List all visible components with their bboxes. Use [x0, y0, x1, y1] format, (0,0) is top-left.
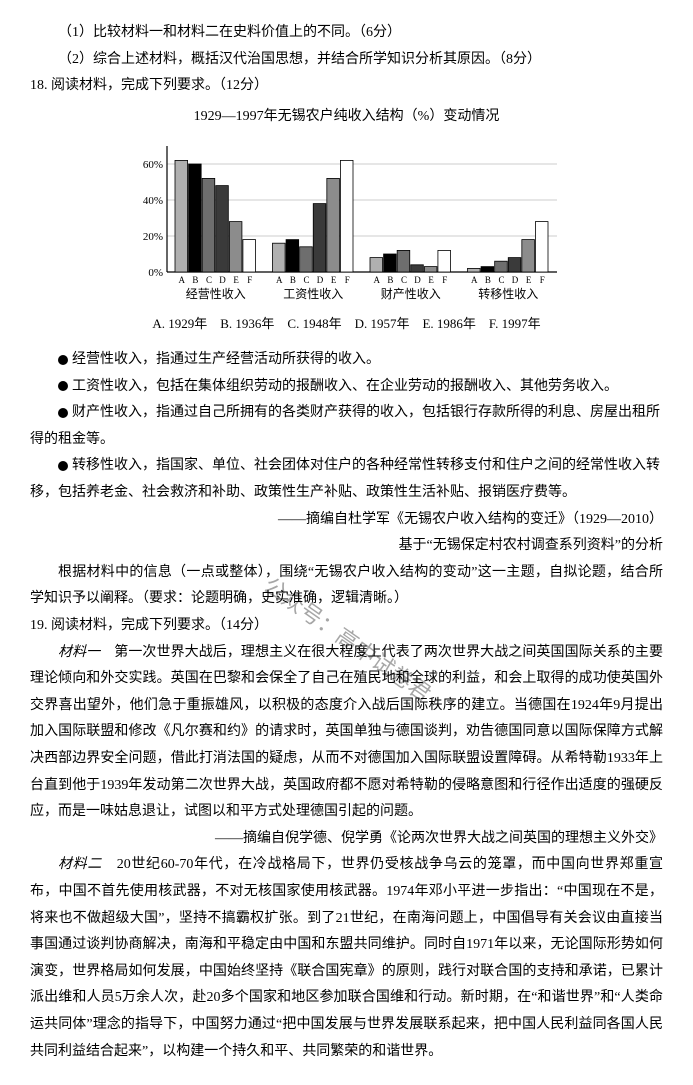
bullet-icon [58, 408, 68, 418]
svg-text:E: E [330, 275, 336, 285]
svg-text:F: F [539, 275, 544, 285]
svg-text:E: E [428, 275, 434, 285]
bullet-icon [58, 355, 68, 365]
svg-text:60%: 60% [142, 159, 162, 171]
question-19-head: 19. 阅读材料，完成下列要求。（14分） [30, 613, 663, 640]
svg-text:F: F [344, 275, 349, 285]
svg-text:财产性收入: 财产性收入 [380, 287, 440, 301]
svg-text:F: F [442, 275, 447, 285]
material-2-label: 材料二 [58, 857, 102, 872]
svg-text:C: C [498, 275, 504, 285]
svg-text:F: F [247, 275, 252, 285]
source-1a: ——摘编自杜学军《无锡农户收入结构的变迁》（1929—2010） [30, 507, 663, 534]
bullet-icon [58, 461, 68, 471]
question-17-2: （2）综合上述材料，概括汉代治国思想，并结合所学知识分析其原因。（8分） [30, 47, 663, 74]
material-2: 材料二 20世纪60-70年代，在冷战格局下，世界仍受核战争乌云的笼罩，而中国向… [30, 852, 663, 1065]
svg-text:D: D [219, 275, 226, 285]
note-4: 转移性收入，指国家、单位、社会团体对住户的各种经常性转移支付和住户之间的经常性收… [30, 453, 663, 506]
note-3: 财产性收入，指通过自己所拥有的各类财产获得的收入，包括银行存款所得的利息、房屋出… [30, 400, 663, 453]
svg-text:转移性收入: 转移性收入 [478, 286, 538, 301]
material-1-label: 材料一 [58, 645, 100, 660]
svg-text:B: B [484, 275, 490, 285]
svg-text:D: D [511, 275, 518, 285]
svg-text:工资性收入: 工资性收入 [283, 287, 343, 301]
svg-text:经营性收入: 经营性收入 [185, 287, 245, 301]
svg-text:20%: 20% [142, 231, 162, 243]
svg-text:C: C [400, 275, 406, 285]
svg-text:D: D [316, 275, 323, 285]
svg-text:B: B [192, 275, 198, 285]
svg-text:E: E [525, 275, 531, 285]
svg-text:C: C [205, 275, 211, 285]
svg-text:E: E [233, 275, 239, 285]
question-18-head: 18. 阅读材料，完成下列要求。（12分） [30, 73, 663, 100]
svg-text:40%: 40% [142, 195, 162, 207]
bullet-icon [58, 381, 68, 391]
svg-text:A: A [276, 275, 283, 285]
svg-text:B: B [289, 275, 295, 285]
chart-legend-line: A. 1929年 B. 1936年 C. 1948年 D. 1957年 E. 1… [30, 312, 663, 337]
svg-text:C: C [303, 275, 309, 285]
note-1: 经营性收入，指通过生产经营活动所获得的收入。 [30, 347, 663, 374]
material-1: 材料一 第一次世界大战后，理想主义在很大程度上代表了两次世界大战之间英国国际关系… [30, 640, 663, 826]
chart: 0%20%40%60%ABCDEF经营性收入ABCDEF工资性收入ABCDEF财… [30, 136, 663, 306]
source-2: ——摘编自倪学德、倪学勇《论两次世界大战之间英国的理想主义外交》 [30, 826, 663, 853]
source-1b: 基于“无锡保定村农村调查系列资料”的分析 [30, 533, 663, 560]
svg-text:A: A [373, 275, 380, 285]
note-2: 工资性收入，包括在集体组织劳动的报酬收入、在企业劳动的报酬收入、其他劳务收入。 [30, 374, 663, 401]
svg-text:D: D [414, 275, 421, 285]
question-18-task: 根据材料中的信息（一点或整体），围绕“无锡农户收入结构的变动”这一主题，自拟论题… [30, 560, 663, 613]
chart-title: 1929—1997年无锡农户纯收入结构（%）变动情况 [30, 104, 663, 131]
svg-text:A: A [471, 275, 478, 285]
svg-text:B: B [387, 275, 393, 285]
material-1-body: 第一次世界大战后，理想主义在很大程度上代表了两次世界大战之间英国国际关系的主要理… [30, 645, 663, 820]
svg-text:0%: 0% [148, 267, 163, 279]
svg-text:A: A [178, 275, 185, 285]
material-2-body: 20世纪60-70年代，在冷战格局下，世界仍受核战争乌云的笼罩，而中国向世界郑重… [30, 857, 663, 1058]
question-17-1: （1）比较材料一和材料二在史料价值上的不同。（6分） [30, 20, 663, 47]
